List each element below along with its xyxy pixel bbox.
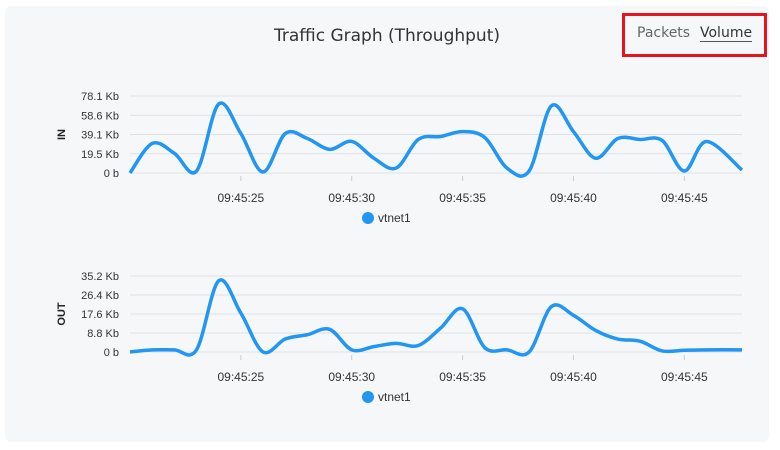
x-tick-label: 09:45:30 — [328, 370, 375, 384]
x-tick-label: 09:45:30 — [328, 191, 375, 205]
x-tick-label: 09:45:45 — [661, 370, 708, 384]
y-tick-label: 35.2 Kb — [81, 271, 119, 283]
chart-in: 0 b 19.5 Kb 39.1 Kb 58.6 Kb 78.1 Kb IN 09:45:2… — [56, 91, 744, 225]
y-axis-label: IN — [56, 129, 68, 140]
legend-marker — [362, 391, 374, 403]
traffic-graph-card: Traffic Graph (Throughput) — [5, 6, 769, 442]
y-axis-label: OUT — [56, 302, 68, 326]
legend-item[interactable]: vtnet1 — [362, 211, 411, 225]
series-line-vtnet1 — [129, 278, 743, 357]
legend-label: vtnet1 — [378, 211, 411, 225]
y-tick-label: 26.4 Kb — [81, 290, 119, 302]
y-tick-label: 8.8 Kb — [87, 328, 119, 340]
packets-toggle[interactable]: Packets — [637, 25, 691, 41]
y-tick-label: 39.1 Kb — [81, 130, 119, 142]
legend-label: vtnet1 — [378, 390, 411, 404]
y-tick-label: 19.5 Kb — [81, 149, 119, 161]
x-tick-label: 09:45:25 — [218, 370, 265, 384]
y-tick-label: 0 b — [104, 347, 119, 359]
y-tick-label: 0 b — [104, 168, 119, 180]
x-tick-label: 09:45:40 — [550, 370, 597, 384]
unit-toggle: Packets Volume — [622, 13, 767, 57]
legend-item[interactable]: vtnet1 — [362, 390, 411, 404]
x-tick-label: 09:45:35 — [439, 191, 486, 205]
x-tick-label: 09:45:35 — [439, 370, 486, 384]
chart-out: 0 b 8.8 Kb 17.6 Kb 26.4 Kb 35.2 Kb OUT 09:45:2… — [56, 271, 743, 404]
legend-marker — [362, 212, 374, 224]
x-tick-label: 09:45:45 — [661, 191, 708, 205]
x-tick-label: 09:45:25 — [218, 191, 265, 205]
y-tick-label: 17.6 Kb — [81, 309, 119, 321]
series-line-vtnet1 — [128, 101, 744, 178]
volume-toggle[interactable]: Volume — [700, 25, 753, 42]
y-tick-label: 58.6 Kb — [81, 110, 119, 122]
graph-title: Traffic Graph (Throughput) — [273, 26, 501, 46]
x-tick-label: 09:45:40 — [550, 191, 597, 205]
y-tick-label: 78.1 Kb — [81, 91, 119, 103]
